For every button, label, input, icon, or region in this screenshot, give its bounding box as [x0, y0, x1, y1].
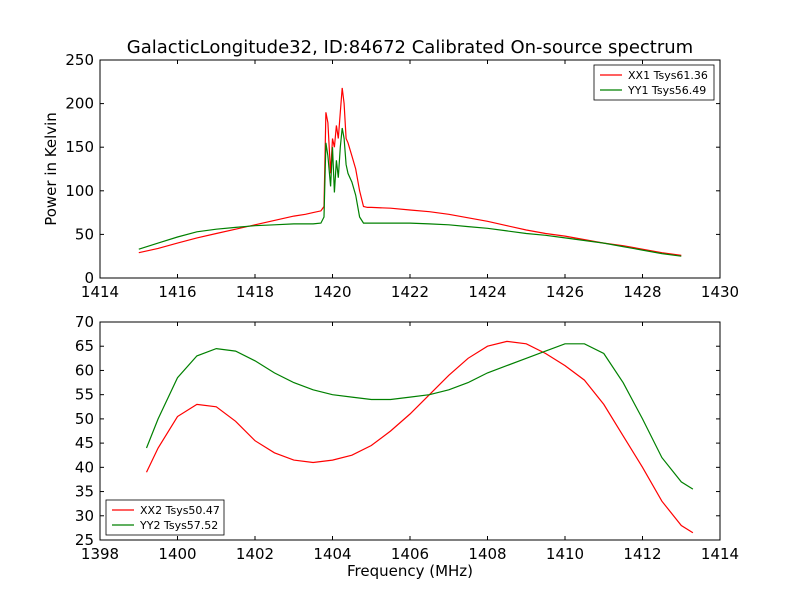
y-axis-label: Power in Kelvin — [42, 112, 60, 226]
series-line-2 — [145, 343, 694, 490]
chart-title: GalacticLongitude32, ID:84672 Calibrated… — [127, 37, 693, 58]
legend-label-2: YY2 Tsys57.52 — [139, 519, 218, 532]
x-tick-label: 1416 — [158, 283, 196, 301]
series-line-1 — [138, 87, 682, 256]
y-tick-label: 150 — [65, 138, 94, 156]
x-tick-label: 1410 — [546, 545, 584, 563]
y-tick-label: 65 — [75, 337, 94, 355]
x-tick-label: 1412 — [623, 545, 661, 563]
legend-box — [593, 64, 715, 101]
x-tick-label: 1402 — [236, 545, 274, 563]
series-line-1 — [145, 340, 694, 534]
x-tick-label: 1430 — [701, 283, 739, 301]
x-axis-label: Frequency (MHz) — [347, 562, 473, 580]
y-tick-label: 35 — [75, 483, 94, 501]
x-tick-label: 1408 — [468, 545, 506, 563]
y-tick-label: 30 — [75, 507, 94, 525]
series-line-2 — [138, 127, 682, 257]
y-tick-label: 100 — [65, 182, 94, 200]
x-tick-label: 1400 — [158, 545, 196, 563]
y-tick-label: 55 — [75, 386, 94, 404]
y-tick-label: 25 — [75, 531, 94, 549]
top-spectrum-panel: 1414 1416 1418 1420 1422 1424 1426 1428 1430 0 50 1… — [42, 51, 739, 301]
y-tick-label: 200 — [65, 95, 94, 113]
legend-label-1: XX1 Tsys61.36 — [628, 69, 708, 82]
x-tick-label: 1404 — [313, 545, 351, 563]
y-tick-label: 50 — [75, 225, 94, 243]
legend-label-1: XX2 Tsys50.47 — [140, 504, 220, 517]
y-tick-label: 40 — [75, 458, 94, 476]
bottom-spectrum-panel: 1398 1400 1402 1404 1406 1408 1410 1412 1414 25 30… — [75, 313, 739, 580]
legend-label-2: YY1 Tsys56.49 — [627, 84, 706, 97]
x-tick-label: 1414 — [701, 545, 739, 563]
y-tick-label: 0 — [84, 269, 94, 287]
y-tick-label: 45 — [75, 434, 94, 452]
x-tick-label: 1414 — [81, 283, 119, 301]
x-tick-label: 1424 — [468, 283, 506, 301]
x-tick-label: 1422 — [391, 283, 429, 301]
y-tick-label: 70 — [75, 313, 94, 331]
x-tick-label: 1406 — [391, 545, 429, 563]
x-tick-label: 1420 — [313, 283, 351, 301]
x-tick-label: 1426 — [546, 283, 584, 301]
y-tick-label: 50 — [75, 410, 94, 428]
x-tick-label: 1398 — [81, 545, 119, 563]
legend-box — [105, 499, 225, 536]
y-tick-label: 250 — [65, 51, 94, 69]
x-tick-label: 1418 — [236, 283, 274, 301]
y-tick-label: 60 — [75, 361, 94, 379]
x-tick-label: 1428 — [623, 283, 661, 301]
